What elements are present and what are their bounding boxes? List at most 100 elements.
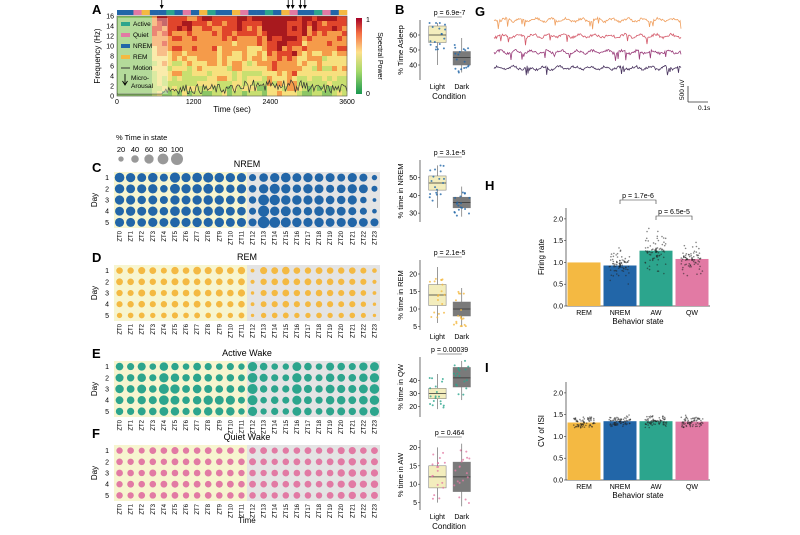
bubble bbox=[271, 363, 278, 370]
spectrogram-cell bbox=[212, 71, 218, 77]
spectrogram-cell bbox=[127, 46, 133, 52]
zt-tick-label: ZT17 bbox=[306, 503, 312, 518]
bar-datapoint bbox=[629, 419, 631, 421]
bubble bbox=[161, 312, 167, 319]
spectrogram-cell bbox=[137, 16, 143, 22]
bubble bbox=[182, 396, 190, 404]
spectrogram-cell bbox=[177, 41, 183, 47]
bubble bbox=[205, 312, 212, 319]
bubble bbox=[171, 312, 179, 319]
spectrogram-cell bbox=[182, 76, 188, 82]
bubble bbox=[271, 469, 278, 477]
bubble bbox=[215, 385, 224, 393]
bar-datapoint bbox=[649, 416, 651, 419]
spectrogram-cell bbox=[217, 31, 223, 37]
box-datapoint bbox=[429, 40, 432, 43]
bar-datapoint bbox=[576, 420, 578, 423]
spectrogram-cell bbox=[222, 81, 228, 87]
spectrogram-cell bbox=[267, 56, 273, 62]
box-datapoint bbox=[461, 206, 464, 209]
spectrogram-cell bbox=[192, 41, 198, 47]
spectrogram-cell bbox=[132, 16, 138, 22]
spectrogram-cell bbox=[127, 41, 133, 47]
bar-category-label: REM bbox=[576, 310, 592, 317]
bubble bbox=[148, 217, 158, 228]
bubble bbox=[193, 458, 201, 466]
arousal-arrow-head bbox=[298, 5, 303, 9]
spectrogram-cell bbox=[172, 91, 178, 97]
zt-tick-label: ZT17 bbox=[306, 230, 312, 245]
spectrogram-cell bbox=[122, 86, 128, 92]
bar-datapoint bbox=[663, 418, 666, 421]
spectrogram-cell bbox=[272, 51, 278, 57]
spectrogram-cell bbox=[247, 86, 253, 92]
bar-datapoint bbox=[626, 423, 628, 425]
spectrogram-cell bbox=[162, 16, 168, 22]
bar-datapoint bbox=[627, 265, 630, 268]
spectrogram-cell bbox=[182, 51, 188, 57]
spectrogram-cell bbox=[207, 66, 213, 72]
spectrogram-cell bbox=[332, 91, 338, 97]
bar-datapoint bbox=[689, 425, 692, 428]
spectrogram-cell bbox=[147, 56, 153, 62]
bar-datapoint bbox=[690, 417, 693, 420]
legend-label: Quiet bbox=[133, 32, 149, 39]
bubble bbox=[249, 480, 256, 488]
legend-label: NREM bbox=[133, 43, 152, 50]
spectrogram-cell bbox=[212, 91, 218, 97]
bar-datapoint bbox=[614, 418, 616, 421]
spectrogram-cell bbox=[242, 21, 248, 27]
bubble bbox=[193, 492, 201, 499]
spectrogram-cell bbox=[142, 66, 148, 72]
spectrogram-cell bbox=[197, 31, 203, 37]
state-segment bbox=[215, 10, 225, 15]
day-tick-label: 3 bbox=[105, 387, 109, 394]
box-datapoint bbox=[442, 406, 445, 409]
spectrogram-cell bbox=[182, 41, 188, 47]
bubble bbox=[216, 458, 223, 466]
spectrogram-cell bbox=[117, 26, 123, 32]
spectrogram-cell bbox=[177, 16, 183, 22]
spectrogram-cell bbox=[167, 46, 173, 52]
bar-category-label: QW bbox=[686, 484, 698, 491]
zt-tick-label: ZT11 bbox=[239, 230, 245, 244]
spectrogram-cell bbox=[212, 46, 218, 52]
bubble bbox=[370, 469, 379, 477]
spectrogram-cell bbox=[302, 76, 308, 82]
spectrogram-cell bbox=[277, 21, 283, 27]
lfp-trace bbox=[493, 64, 682, 76]
spectrogram-cell bbox=[327, 71, 333, 77]
zt-tick-label: ZT9 bbox=[217, 230, 223, 241]
bar-datapoint bbox=[689, 424, 692, 426]
bubble bbox=[247, 383, 258, 395]
spectrogram-cell bbox=[187, 76, 193, 82]
bar-datapoint bbox=[684, 247, 687, 250]
spectrogram-cell bbox=[292, 46, 298, 52]
bubble bbox=[325, 217, 335, 227]
spectrogram-cell bbox=[222, 61, 228, 67]
bubble bbox=[326, 289, 334, 297]
bubble bbox=[127, 480, 135, 488]
box-datapoint bbox=[432, 399, 435, 402]
bubble bbox=[269, 194, 280, 206]
bar-category-label: REM bbox=[576, 484, 592, 491]
spectrogram-cell bbox=[202, 51, 208, 57]
state-segment bbox=[330, 10, 340, 15]
bar-datapoint bbox=[682, 252, 684, 254]
spectrogram-cell bbox=[262, 16, 268, 22]
bubble bbox=[359, 407, 368, 416]
spectrogram-cell bbox=[157, 66, 163, 72]
bar-datapoint bbox=[613, 421, 616, 424]
bubble bbox=[336, 395, 346, 405]
spectrogram-cell bbox=[137, 66, 143, 72]
zt-tick-label: ZT16 bbox=[295, 503, 301, 518]
spectrogram-cell bbox=[212, 81, 218, 87]
spectrogram-cell bbox=[322, 26, 328, 32]
bar-datapoint bbox=[646, 267, 649, 270]
spectrogram-cell bbox=[297, 76, 303, 82]
bubble bbox=[238, 312, 245, 319]
spectrogram-cell bbox=[307, 16, 313, 22]
box-datapoint bbox=[467, 65, 470, 68]
box-datapoint bbox=[430, 316, 433, 319]
